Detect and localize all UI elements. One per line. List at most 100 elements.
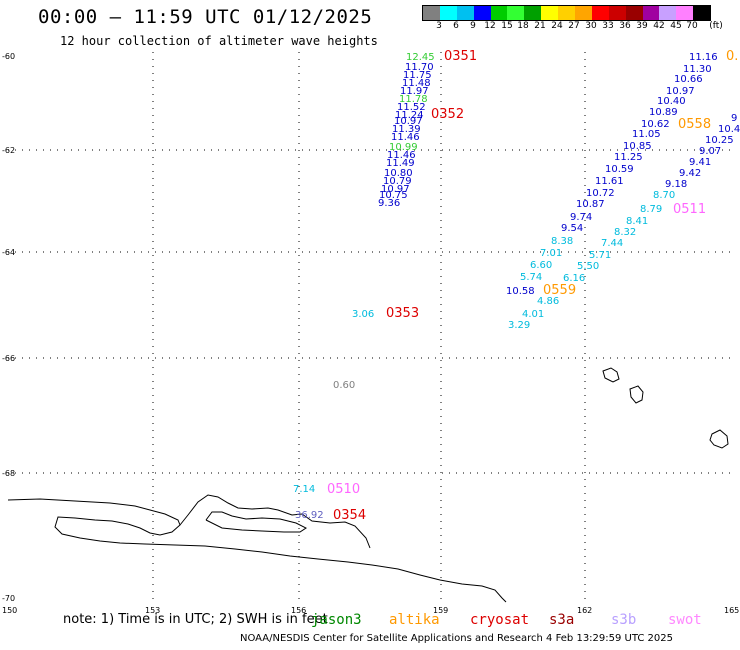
wave-value: 11.25 [614, 152, 643, 163]
wave-value: 10.4 [718, 124, 740, 135]
wave-value: 11.49 [386, 158, 415, 169]
color-swatch-9 [575, 6, 592, 20]
wave-value: 11.16 [689, 52, 718, 63]
wave-value: 9 [731, 113, 737, 124]
color-swatch-1 [439, 6, 457, 20]
wave-value: 8.32 [614, 227, 636, 238]
wave-value: 7.14 [293, 484, 315, 495]
legend-s3a: s3a [549, 612, 575, 628]
page-subtitle: 12 hour collection of altimeter wave hei… [60, 34, 378, 48]
pass-time: 0. [726, 49, 738, 64]
lat-label: -62 [2, 146, 15, 155]
island [602, 367, 620, 383]
wave-value: 8.41 [626, 216, 648, 227]
wave-value: 3.06 [352, 309, 374, 320]
wave-value: 9.42 [679, 168, 701, 179]
wave-value: 9.74 [570, 212, 592, 223]
antarctic-coastline [7, 498, 507, 603]
pass-time: 0511 [673, 202, 706, 217]
wave-value: 11.48 [402, 78, 431, 89]
pass-time: 0352 [431, 107, 464, 122]
scale-label: 45 [670, 21, 682, 31]
wave-value: 11.30 [683, 64, 712, 75]
wave-value: 11.05 [632, 129, 661, 140]
coastline-inlet [179, 494, 371, 549]
wave-value: 10.87 [576, 199, 605, 210]
lat-label: -60 [2, 52, 15, 61]
wave-value: 7.44 [601, 238, 623, 249]
lon-label: 165 [724, 606, 739, 615]
wave-value: 9.36 [378, 198, 400, 209]
wave-value: 7.01 [540, 248, 562, 259]
wave-value: 11.39 [392, 124, 421, 135]
color-swatch-15 [676, 6, 694, 20]
wave-value: 9.41 [689, 157, 711, 168]
color-swatch-3 [473, 6, 491, 20]
color-swatch-13 [642, 6, 660, 20]
wave-value: 0.60 [333, 380, 355, 391]
color-swatch-0 [423, 6, 440, 20]
wave-value: 5.50 [577, 261, 599, 272]
graticule [8, 52, 735, 600]
wave-value: 10.99 [389, 142, 418, 153]
wave-value: 11.24 [395, 110, 424, 121]
scale-label: 30 [585, 21, 597, 31]
color-swatch-14 [659, 6, 677, 20]
wave-value: 10.97 [666, 86, 695, 97]
wave-value: 10.25 [705, 135, 734, 146]
scale-label: 39 [636, 21, 648, 31]
scale-label: 3 [436, 21, 442, 31]
lon-label: 153 [145, 606, 160, 615]
wave-value: 10.72 [586, 188, 615, 199]
scale-label: 70 [686, 21, 698, 31]
lon-label: 159 [433, 606, 448, 615]
legend-swot: swot [668, 612, 702, 628]
wave-value: 10.97 [394, 116, 423, 127]
wave-value: 11.61 [595, 176, 624, 187]
pass-time: 0559 [543, 283, 576, 298]
wave-value: 3.29 [508, 320, 530, 331]
lon-label: 156 [291, 606, 306, 615]
legend-cryosat: cryosat [470, 612, 530, 628]
wave-value: 9.18 [665, 179, 687, 190]
wave-value: 12.45 [406, 52, 435, 63]
wave-value: 10.79 [383, 176, 412, 187]
legend-jason3: jason3 [311, 612, 362, 628]
lat-label: -64 [2, 248, 15, 257]
wave-value: 10.97 [381, 184, 410, 195]
scale-unit: (ft) [709, 21, 723, 31]
wave-value: 11.46 [387, 150, 416, 161]
scale-label: 27 [568, 21, 580, 31]
scale-label: 12 [484, 21, 496, 31]
island [629, 385, 644, 404]
scale-label: 33 [602, 21, 614, 31]
wave-value: 8.70 [653, 190, 675, 201]
wave-value: 10.59 [605, 164, 634, 175]
lat-label: -70 [2, 594, 15, 603]
color-swatch-12 [625, 6, 643, 20]
lon-label: 150 [2, 606, 17, 615]
wave-value: 8.38 [551, 236, 573, 247]
island [709, 429, 729, 449]
wave-value: 10.58 [506, 286, 535, 297]
scale-label: 15 [501, 21, 513, 31]
wave-value: 10.75 [379, 190, 408, 201]
wave-value: 11.78 [399, 94, 428, 105]
scale-label: 42 [653, 21, 665, 31]
scale-label: 36 [619, 21, 631, 31]
page-title: 00:00 – 11:59 UTC 01/12/2025 [38, 6, 373, 28]
credit-line: NOAA/NESDIS Center for Satellite Applica… [240, 633, 673, 644]
wave-value: 10.40 [657, 96, 686, 107]
wave-value: 6.60 [530, 260, 552, 271]
color-swatch-5 [507, 6, 525, 20]
wave-value: 9.54 [561, 223, 583, 234]
color-scale-labels: 3 6 9 12 15 18 21 24 27 30 33 36 39 42 4… [422, 21, 740, 35]
wave-value: 36.92 [295, 510, 324, 521]
wave-value: 6.16 [563, 273, 585, 284]
color-swatch-6 [524, 6, 542, 20]
lat-label: -66 [2, 354, 15, 363]
scale-label: 6 [453, 21, 459, 31]
wave-value: 11.75 [403, 70, 432, 81]
wave-value: 10.89 [649, 107, 678, 118]
